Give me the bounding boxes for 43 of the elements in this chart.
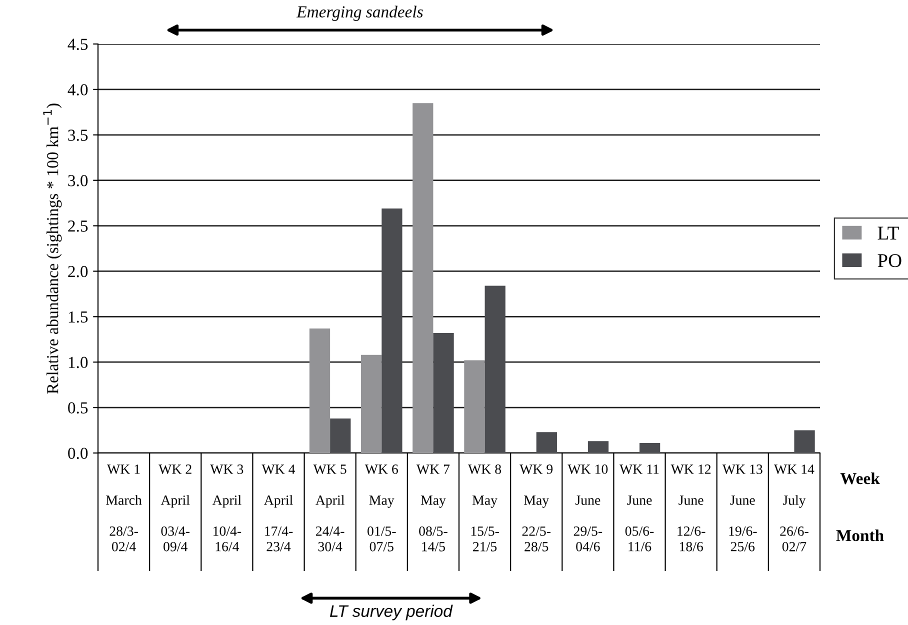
bar [309,328,330,453]
bar [484,286,506,453]
category-label: WK 2 April 03/4- 09/4 [158,464,192,552]
category-label: WK 12 June 12/6- 18/6 [670,464,711,552]
y-tick-label: 0.0 [68,448,88,460]
y-tick-label: 3.5 [68,130,88,141]
category-label: WK 11 June 05/6- 11/6 [620,464,659,552]
category-label: WK 13 June 19/6- 25/6 [722,464,762,552]
text: Month [836,529,884,542]
category-label: WK 8 May 15/5- 21/5 [468,464,502,552]
category-label: WK 6 May 01/5- 07/5 [364,464,398,552]
bar [382,208,402,453]
y-axis-title: Relative abundance (sightings * 100 km$^{−1}$) [43,104,62,394]
y-tick-label: 4.0 [68,84,88,96]
bar [412,103,434,453]
y-tick-label: 0.5 [68,402,88,414]
bar [794,430,815,453]
category-label: WK 7 May 08/5- 14/5 [416,464,450,552]
category-label: WK 14 July 26/6- 02/7 [774,464,814,552]
bar [361,354,382,453]
y-tick-label: 1.0 [68,356,88,368]
y-tick-label: 2.5 [68,220,88,232]
bar [433,333,454,453]
y-tick-label: 3.0 [68,175,88,186]
bar [330,418,351,453]
bar [588,441,609,453]
category-label: WK 1 March 28/3- 02/4 [106,464,142,552]
bar [536,432,557,453]
text: Week [840,472,880,484]
category-label: WK 4 April 17/4- 23/4 [262,464,296,552]
legend-label: PO [878,254,902,268]
y-tick-label: 2.0 [68,266,88,278]
text: Emerging sandeels [296,6,423,21]
bar [640,443,660,453]
legend-label: LT [878,226,899,240]
category-label: WK 10 June 29/5- 04/6 [568,464,608,552]
y-tick-label: 4.5 [68,38,88,50]
text: LT survey period [330,604,453,620]
category-label: WK 3 April 10/4- 16/4 [210,464,244,552]
category-label: WK 9 May 22/5- 28/5 [520,464,553,552]
y-tick-label: 1.5 [68,311,88,323]
category-label: WK 5 April 24/4- 30/4 [313,464,346,552]
bar [464,360,485,453]
